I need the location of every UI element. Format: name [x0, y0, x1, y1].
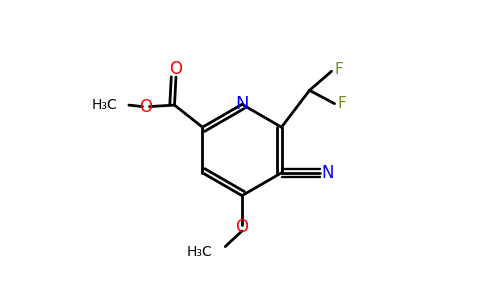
Text: O: O — [236, 218, 248, 236]
Text: F: F — [334, 62, 343, 77]
Text: H₃C: H₃C — [187, 244, 212, 259]
Text: N: N — [235, 95, 249, 113]
Text: O: O — [139, 98, 152, 116]
Text: H₃C: H₃C — [91, 98, 117, 112]
Text: O: O — [169, 60, 182, 78]
Text: F: F — [337, 96, 346, 111]
Text: N: N — [322, 164, 334, 182]
